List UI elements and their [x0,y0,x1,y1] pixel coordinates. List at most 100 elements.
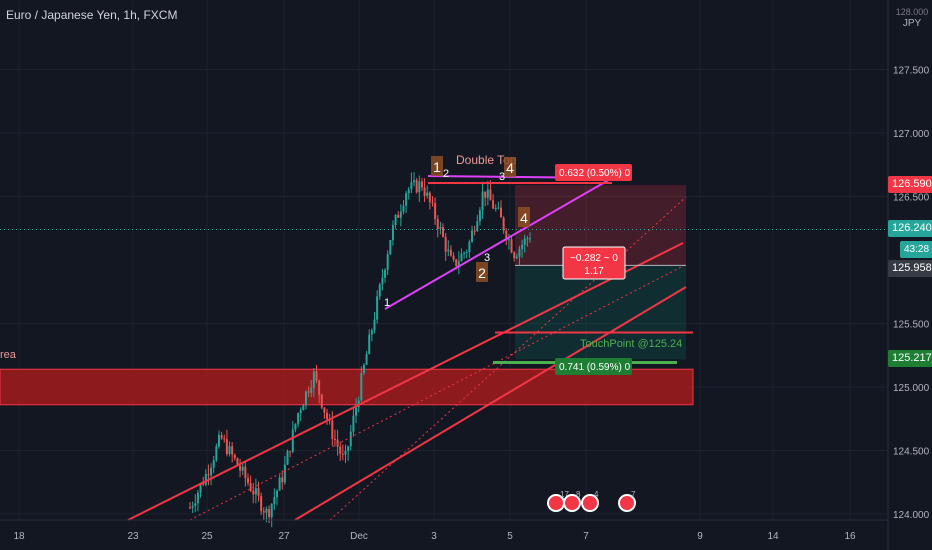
candle-body [318,380,321,395]
candle-body [478,210,481,222]
candle-series [189,172,531,528]
risk-label: 0.632 (0.50%) 0 [559,168,631,179]
candle-body [436,219,439,230]
event-marker-count: 7 [631,490,636,499]
candle-body [228,446,231,455]
candle-body [326,412,329,420]
candle-body [260,495,263,512]
pnl-label-bg [562,246,626,280]
touch-point-label: TouchPoint @125.24 [580,338,682,350]
candle-body [465,251,468,253]
channel-upper-line [127,242,684,521]
candle-body [486,189,489,198]
chart-zones [0,185,694,406]
candle-body [376,296,379,320]
event-marker-count: 4 [594,490,599,499]
candle-body [273,497,276,504]
x-tick-label: 9 [697,531,703,542]
event-marker-count: 17 [560,490,569,499]
candle-body [231,446,234,455]
candle-body [344,451,347,455]
wave-label: 4 [520,210,528,226]
y-tick-label: 124.500 [893,447,930,458]
candle-body [189,507,191,509]
candle-body [312,371,315,388]
candle-body [460,253,463,262]
candle-body [455,259,458,266]
reward-label: 0.741 (0.59%) 0 [559,362,631,373]
candle-body [196,492,199,504]
candle-body [444,236,447,252]
candle-body [476,221,479,231]
candle-body [207,474,210,476]
candle-body [291,429,294,452]
candle-body [254,488,257,495]
candle-body [502,217,505,231]
pnl-label-line2: 1.17 [584,266,604,277]
candle-body [299,410,302,414]
candle-body [347,446,350,452]
candle-body [341,453,344,455]
candle-body [526,238,529,240]
candle-body [457,261,460,266]
candle-body [339,446,342,454]
pnl-label-line1: −0.282 ~ 0 [570,253,618,264]
candle-body [391,225,394,241]
candle-body [386,254,389,270]
candle-body [373,319,376,331]
wave-label: 3 [499,171,505,183]
candle-body [410,182,413,190]
candle-body [492,200,495,209]
candle-body [399,211,402,218]
candle-body [307,391,310,393]
candle-body [515,256,518,259]
candle-body [246,478,249,484]
candle-body [449,249,452,256]
event-marker-icon [581,494,599,512]
candle-body [270,503,273,518]
candle-body [389,240,392,255]
candle-body [418,181,421,193]
wave-label: 2 [443,168,449,180]
currency-label[interactable]: 128.000 JPY [894,6,930,30]
candle-body [265,509,268,513]
candle-body [349,431,352,447]
candle-body [402,205,405,212]
candle-body [194,503,197,507]
candle-body [278,477,281,491]
candle-body [202,483,205,485]
candle-body [381,277,384,285]
top-price-label: 128.000 [895,7,929,17]
candle-body [217,435,220,447]
candle-body [360,373,363,401]
x-tick-label: 3 [431,531,437,542]
candle-body [523,238,526,245]
wave-label: 2 [478,265,486,281]
x-tick-label: 5 [507,531,513,542]
candle-body [220,435,223,439]
chart-annotations: Double Top 0.632 (0.50%) 0 0.741 (0.59%) 0… [384,153,682,512]
candle-body [484,191,487,198]
candle-body [529,238,531,240]
candle-body [215,446,218,461]
candle-body [473,230,476,232]
target-price-tag: 125.217 [888,350,932,367]
candle-body [223,438,226,440]
countdown-tag: 43:28 [900,241,932,258]
wave-label: 1 [433,159,441,175]
candle-body [365,354,368,365]
x-tick-label: 16 [844,531,856,542]
reward-label-bg [555,358,632,375]
candle-body [262,511,265,513]
x-tick-label: 7 [583,531,589,542]
area-label: rea [0,349,16,361]
y-tick-label: 126.500 [893,193,930,204]
event-marker-count: 8 [576,490,581,499]
candle-body [283,464,286,483]
candle-body [304,391,307,406]
candle-body [257,488,260,496]
candle-body [252,490,255,495]
candle-body [500,207,503,218]
symbol-title[interactable]: Euro / Japanese Yen, 1h, FXCM [6,8,178,22]
